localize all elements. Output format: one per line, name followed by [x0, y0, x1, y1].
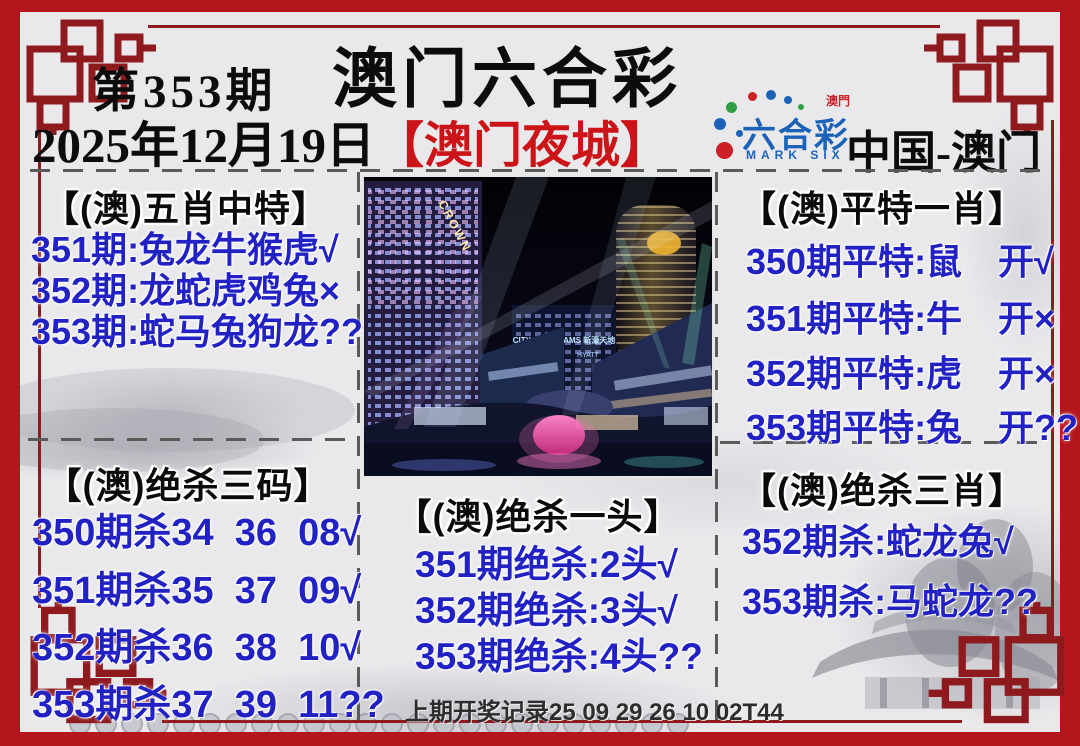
logo-dot — [716, 142, 733, 159]
macau-night-photo: CROWN CITY OF DREAMS 新濠天地 HYATT — [362, 175, 714, 478]
ping-te-row: 352期平特:虎 开× — [746, 353, 1056, 394]
logo-dot — [798, 104, 804, 110]
logo-dot — [784, 96, 792, 104]
five-xiao-row: 351期:兔龙牛猴虎√ — [31, 229, 339, 270]
kill-three-codes-row: 350期杀34 36 08√ — [32, 512, 362, 554]
divider-left-column — [357, 172, 360, 720]
panel-title-ping-te: 【(澳)平特一肖】 — [740, 188, 1025, 229]
kill-one-head-row: 351期绝杀:2头√ — [415, 544, 678, 585]
divider-left-sections — [28, 438, 354, 441]
date-line: 2025年12月19日【澳门夜城】 — [32, 106, 669, 177]
macau-night-scene: CROWN CITY OF DREAMS 新濠天地 HYATT — [364, 177, 713, 476]
logo-dot — [726, 102, 737, 113]
kill-three-codes-row: 352期杀36 38 10√ — [32, 627, 362, 669]
divider-right-sections — [720, 441, 1048, 444]
mark-six-logo: 六合彩 MARK SIX 澳門 — [714, 90, 854, 172]
page-title: 澳门六合彩 — [332, 44, 683, 116]
draw-date: 2025年12月19日 — [32, 118, 376, 173]
kill-three-codes-row: 351期杀35 37 09√ — [32, 570, 362, 612]
frame-bottom — [162, 720, 962, 723]
logo-dot — [766, 90, 776, 100]
five-xiao-row: 353期:蛇马兔狗龙?? — [31, 311, 364, 352]
panel-title-kill-three-codes: 【(澳)绝杀三码】 — [45, 465, 331, 506]
divider-header — [30, 169, 1052, 172]
kill-three-xiao-row: 353期杀:马蛇龙?? — [742, 581, 1039, 622]
issue-number: 第353期 — [92, 66, 277, 118]
logo-subtext: MARK SIX — [746, 148, 845, 162]
ping-te-row: 353期平特:兔 开?? — [746, 407, 1079, 448]
kill-three-codes-row: 353期杀37 39 11?? — [32, 684, 385, 726]
venue-name: 【澳门夜城】 — [375, 118, 670, 173]
logo-dot — [748, 92, 757, 101]
panel-title-kill-one-head: 【(澳)绝杀一头】 — [395, 496, 681, 537]
frame-right — [1051, 120, 1054, 610]
frame-left — [38, 126, 41, 608]
hyatt-sign: HYATT — [577, 352, 600, 359]
kill-one-head-row: 352期绝杀:3头√ — [415, 590, 678, 631]
five-xiao-row: 352期:龙蛇虎鸡兔× — [31, 270, 341, 311]
panel-title-kill-three-xiao: 【(澳)绝杀三肖】 — [740, 470, 1025, 511]
last-draw-record: 上期开奖记录25 09 29 26 10 02T44 — [405, 699, 784, 726]
ping-te-row: 351期平特:牛 开× — [746, 298, 1056, 339]
ping-te-row: 350期平特:鼠 开√ — [746, 241, 1054, 282]
panel-title-five-xiao: 【(澳)五肖中特】 — [43, 188, 328, 229]
logo-dot — [736, 130, 743, 137]
logo-region-tag: 澳門 — [826, 94, 851, 108]
divider-right-column — [715, 172, 718, 720]
logo-text: 六合彩 — [742, 117, 850, 155]
kill-three-xiao-row: 352期杀:蛇龙兔√ — [742, 521, 1014, 562]
frame-top — [148, 25, 940, 28]
kill-one-head-row: 353期绝杀:4头?? — [415, 636, 703, 677]
logo-dot — [714, 118, 726, 130]
